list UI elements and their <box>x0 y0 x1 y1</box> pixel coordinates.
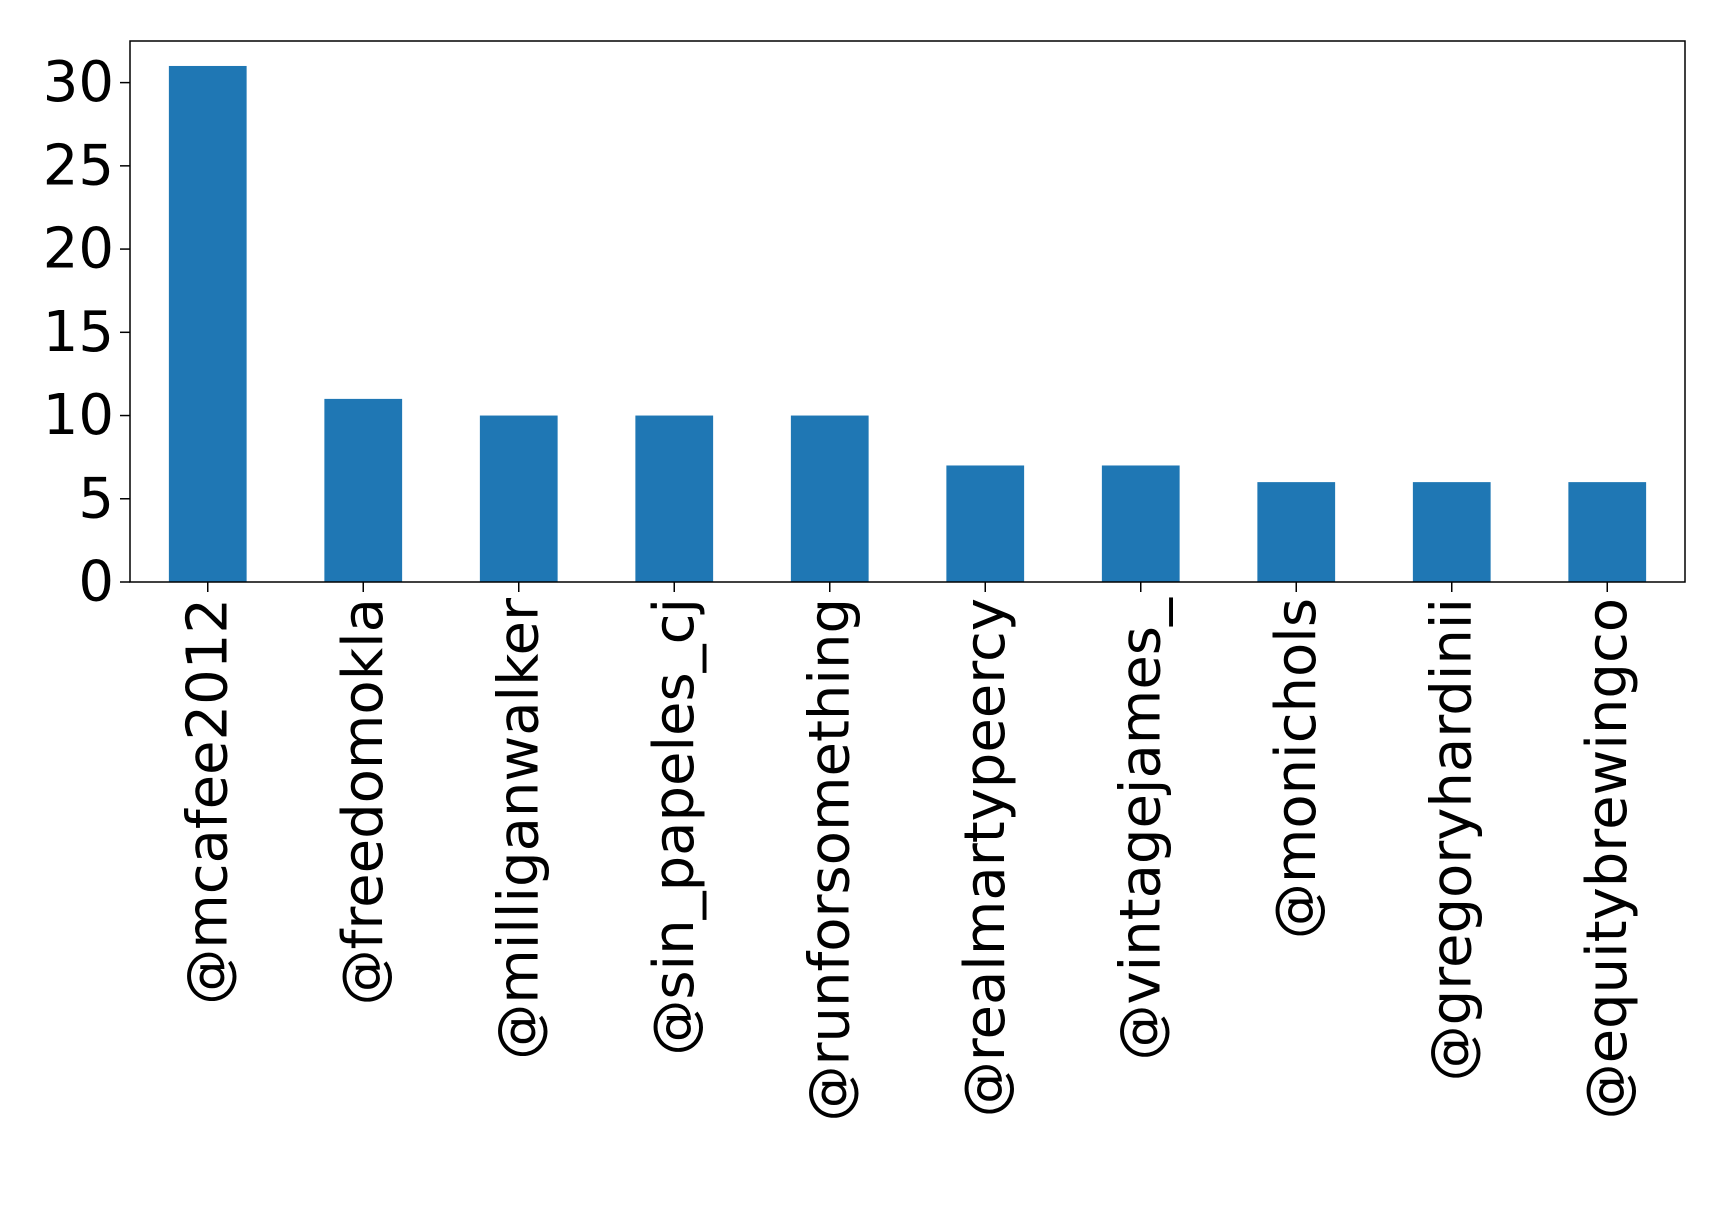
bar-9 <box>1412 482 1491 582</box>
bar-8 <box>1257 482 1336 582</box>
x-tick-label: @equitybrewingco <box>1575 598 1640 1119</box>
bar-6 <box>946 465 1025 582</box>
x-axis: @mcafee2012 @freedomokla @milliganwalker @s… <box>175 582 1640 1122</box>
x-tick-label: @milliganwalker <box>486 597 551 1060</box>
bar-5 <box>790 415 869 582</box>
plot-frame <box>129 40 1686 583</box>
bars-layer <box>168 65 1647 582</box>
y-tick-label: 10 <box>43 383 114 448</box>
bar-2 <box>324 398 403 582</box>
y-tick-label: 25 <box>43 133 114 198</box>
x-tick-label: @runforsomething <box>797 598 862 1122</box>
bar-3 <box>479 415 558 582</box>
y-tick-label: 15 <box>43 300 114 365</box>
x-tick-label: @vintagejames_ <box>1108 597 1173 1061</box>
y-axis: 0 5 10 15 20 25 30 <box>43 50 130 615</box>
bar-4 <box>635 415 714 582</box>
x-tick-label: @mcafee2012 <box>175 598 240 1005</box>
bar-10 <box>1568 482 1647 582</box>
bar-7 <box>1101 465 1180 582</box>
y-tick-label: 20 <box>43 217 114 282</box>
x-tick-label: @monichols <box>1264 598 1329 939</box>
x-tick-label: @realmartypeercy <box>953 598 1018 1117</box>
x-tick-label: @sin_papeles_cj <box>642 598 707 1056</box>
y-tick-label: 5 <box>78 466 114 531</box>
bar-1 <box>168 65 247 582</box>
y-tick-label: 0 <box>78 550 114 615</box>
y-tick-label: 30 <box>43 50 114 115</box>
x-tick-label: @freedomokla <box>331 598 396 1005</box>
x-tick-label: @gregoryhardinii <box>1419 598 1484 1081</box>
